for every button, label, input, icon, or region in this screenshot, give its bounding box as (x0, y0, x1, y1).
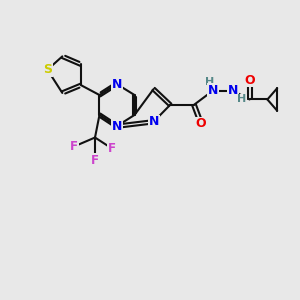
Text: H: H (237, 94, 246, 104)
Text: F: F (108, 142, 116, 155)
Text: N: N (148, 115, 159, 128)
Text: N: N (227, 84, 238, 97)
Text: F: F (91, 154, 99, 167)
Text: O: O (244, 74, 255, 87)
Text: F: F (70, 140, 78, 153)
Text: O: O (196, 117, 206, 130)
Text: S: S (43, 63, 52, 76)
Text: N: N (112, 120, 122, 133)
Text: N: N (112, 77, 122, 91)
Text: N: N (208, 84, 218, 97)
Text: H: H (205, 77, 214, 87)
